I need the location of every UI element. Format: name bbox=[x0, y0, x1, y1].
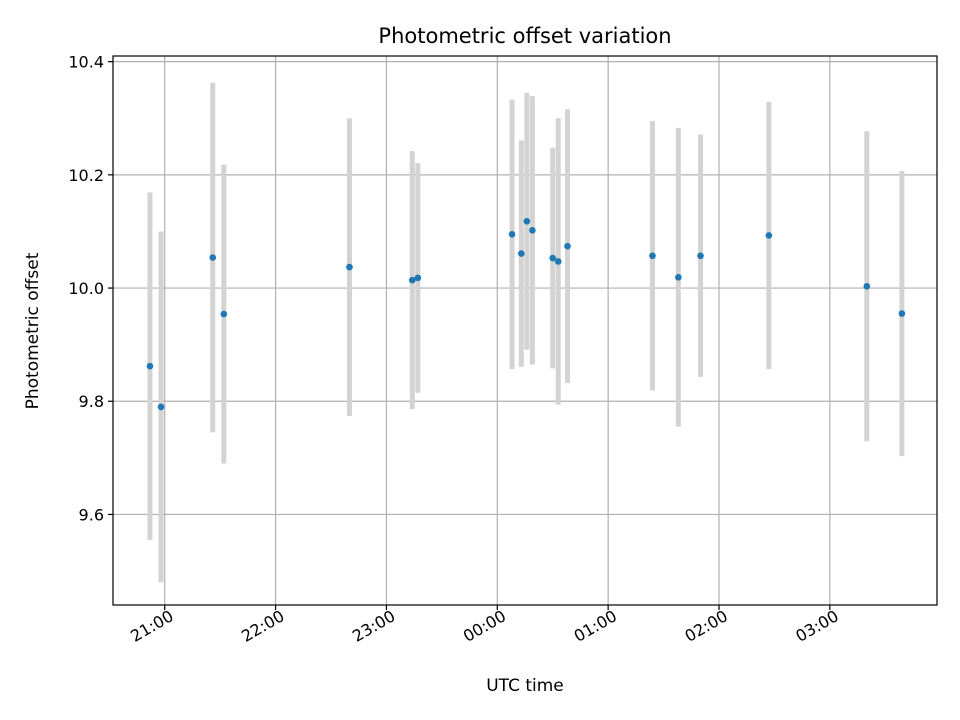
data-point bbox=[523, 217, 531, 225]
data-point bbox=[649, 252, 656, 260]
chart-title: Photometric offset variation bbox=[378, 24, 671, 48]
data-point bbox=[529, 227, 536, 234]
x-axis-label: UTC time bbox=[486, 676, 564, 696]
data-point bbox=[518, 250, 525, 257]
y-axis-ticks: 9.6 9.8 10.0 10.2 10.4 bbox=[68, 53, 113, 524]
y-tick-label: 10.0 bbox=[68, 279, 104, 298]
data-point bbox=[209, 254, 217, 261]
data-point bbox=[675, 273, 682, 281]
data-point bbox=[414, 274, 422, 282]
y-tick-label: 9.6 bbox=[79, 505, 104, 524]
y-tick-label: 9.8 bbox=[79, 392, 104, 411]
data-point bbox=[697, 252, 704, 260]
data-point bbox=[765, 232, 773, 239]
y-gridlines bbox=[113, 61, 937, 516]
data-point bbox=[554, 258, 562, 265]
data-point bbox=[346, 263, 353, 271]
data-point bbox=[564, 242, 571, 250]
data-point bbox=[157, 403, 165, 411]
data-point bbox=[220, 310, 228, 318]
y-axis-label: Photometric offset bbox=[23, 252, 43, 409]
data-point bbox=[146, 362, 154, 370]
data-point bbox=[898, 310, 906, 317]
y-tick-label: 10.2 bbox=[68, 166, 104, 185]
data-point bbox=[549, 254, 557, 262]
data-point bbox=[863, 283, 871, 290]
x-gridlines bbox=[164, 56, 831, 605]
data-point bbox=[409, 276, 416, 284]
y-tick-label: 10.4 bbox=[68, 53, 104, 72]
data-points bbox=[146, 217, 906, 411]
data-point bbox=[508, 230, 516, 238]
plot-frame bbox=[112, 55, 938, 606]
